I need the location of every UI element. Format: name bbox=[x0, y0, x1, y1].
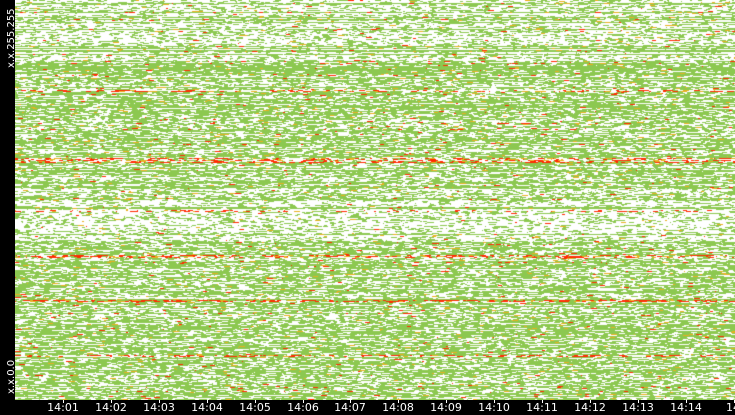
x-tick-mark bbox=[686, 400, 687, 403]
x-tick-label: 14:11 bbox=[526, 401, 558, 414]
x-tick-mark bbox=[255, 400, 256, 403]
x-tick-mark bbox=[638, 400, 639, 403]
x-tick-mark bbox=[542, 400, 543, 403]
x-tick-label: 14 bbox=[726, 401, 735, 414]
x-tick-label: 14:07 bbox=[334, 401, 366, 414]
x-tick-label: 14:14 bbox=[670, 401, 702, 414]
x-tick-label: 14:04 bbox=[191, 401, 223, 414]
x-tick-mark bbox=[303, 400, 304, 403]
x-tick-mark bbox=[159, 400, 160, 403]
x-tick-label: 14:10 bbox=[478, 401, 510, 414]
x-tick-label: 14:08 bbox=[382, 401, 414, 414]
x-tick-label: 14:02 bbox=[95, 401, 127, 414]
x-tick-label: 14:13 bbox=[622, 401, 654, 414]
x-axis: 14:01 14:02 14:03 14:04 14:05 14:06 14:07 14:08… bbox=[15, 400, 735, 415]
x-tick-label: 14:12 bbox=[574, 401, 606, 414]
x-tick-mark bbox=[398, 400, 399, 403]
x-tick-mark bbox=[63, 400, 64, 403]
x-tick-mark bbox=[350, 400, 351, 403]
x-tick-mark bbox=[446, 400, 447, 403]
x-tick-mark bbox=[207, 400, 208, 403]
x-tick-label: 14:06 bbox=[287, 401, 319, 414]
x-tick-mark bbox=[590, 400, 591, 403]
heatmap-plot-area bbox=[15, 0, 735, 400]
x-tick-label: 14:03 bbox=[143, 401, 175, 414]
y-axis: x.x.255.255 x.x.0.0 bbox=[0, 0, 17, 400]
x-tick-label: 14:01 bbox=[47, 401, 79, 414]
x-tick-mark bbox=[111, 400, 112, 403]
x-tick-label: 14:09 bbox=[430, 401, 462, 414]
x-tick-mark bbox=[494, 400, 495, 403]
x-tick-label: 14:05 bbox=[239, 401, 271, 414]
